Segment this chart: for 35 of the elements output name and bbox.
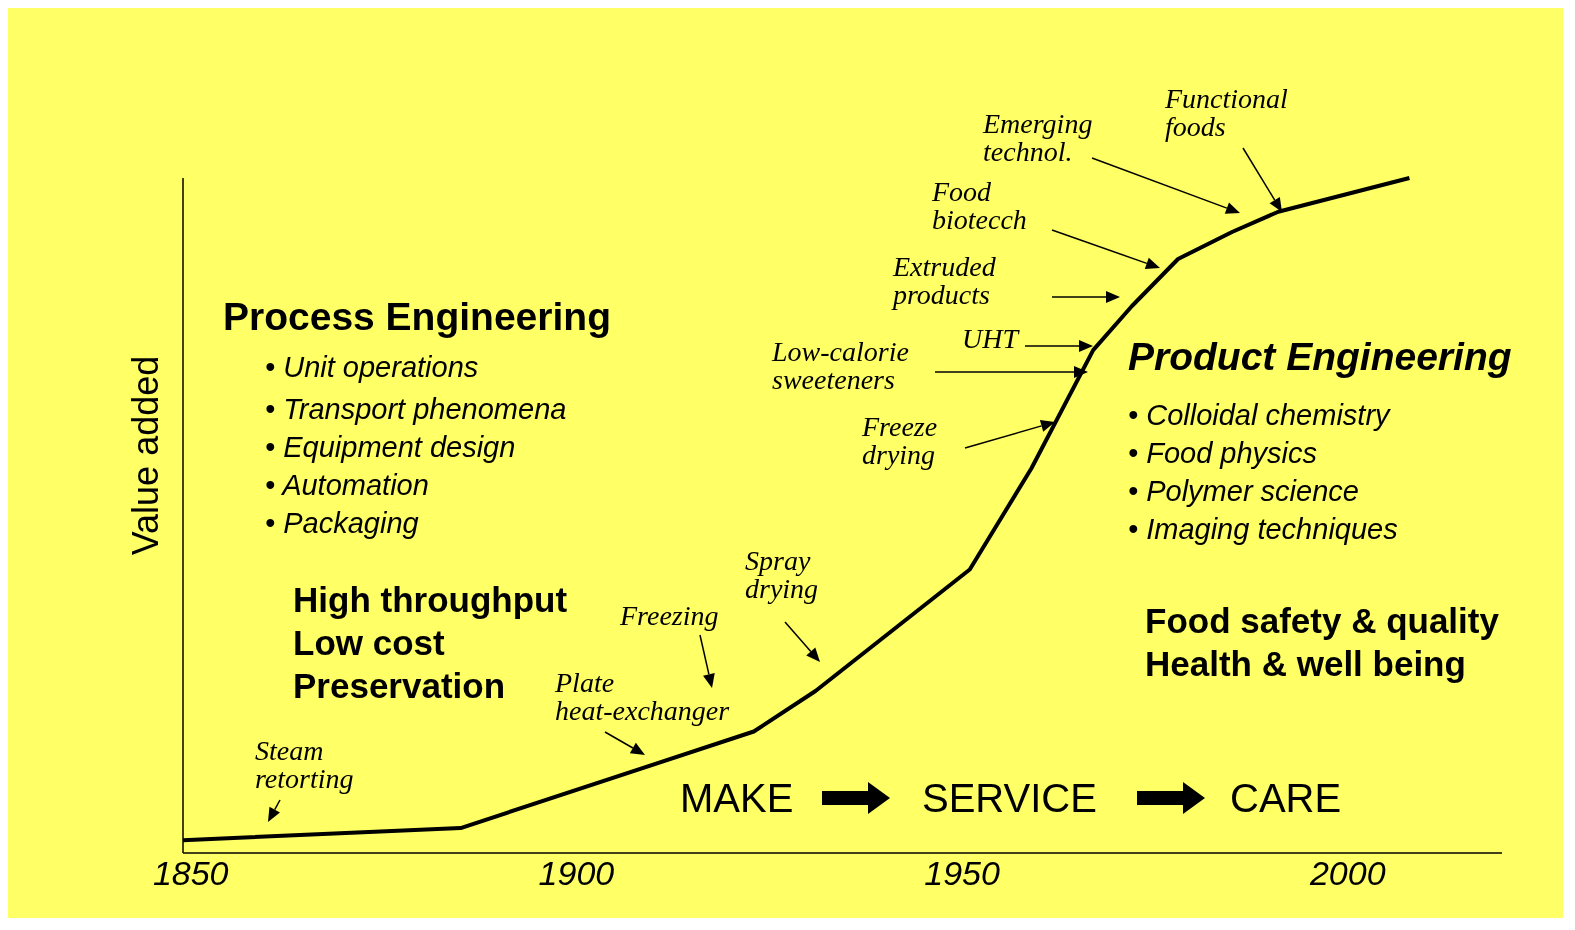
annotation: Product Engineering: [1128, 335, 1512, 378]
annotation: Freeze drying: [861, 411, 938, 470]
annotation: Low cost: [293, 623, 446, 662]
text: Emerging technol.: [982, 108, 1093, 167]
annotation: Health & well being: [1145, 644, 1466, 683]
annotation: • Colloidal chemistry: [1128, 399, 1392, 431]
x-tick-label: 1950: [924, 854, 1000, 893]
annotation: • Unit operations: [265, 351, 479, 383]
annotation: Food biotecch: [931, 176, 1027, 235]
annotation: Freezing: [619, 600, 719, 631]
y-axis-title: Value added: [124, 355, 166, 556]
annotation: Plate heat-exchanger: [554, 667, 730, 726]
x-tick-label: 1850: [152, 854, 229, 893]
annotation: CARE: [1230, 776, 1342, 820]
annotation: Process Engineering: [223, 295, 611, 338]
annotation: • Automation: [265, 469, 429, 501]
annotation: • Imaging techniques: [1128, 513, 1398, 545]
annotation: MAKE: [680, 776, 794, 820]
annotation: • Packaging: [265, 507, 419, 539]
x-tick-label: 1900: [538, 854, 615, 893]
text: Functional foods: [1164, 83, 1289, 142]
annotation: • Polymer science: [1128, 475, 1359, 507]
annotation: • Food physics: [1128, 437, 1318, 469]
annotation: Extruded products: [891, 251, 997, 310]
annotation: • Transport phenomena: [265, 393, 567, 425]
annotation: Food safety & quality: [1145, 601, 1500, 640]
annotation: Low-calorie sweeteners: [771, 336, 909, 395]
annotation: High throughput: [293, 580, 568, 619]
x-tick-label: 2000: [1308, 854, 1386, 893]
annotation: SERVICE: [922, 776, 1097, 820]
annotation: Spray drying: [745, 545, 819, 604]
annotation: Steam retorting: [255, 735, 354, 794]
annotation: • Equipment design: [265, 431, 516, 463]
annotation: UHT: [962, 323, 1021, 354]
annotation: Preservation: [293, 666, 506, 705]
